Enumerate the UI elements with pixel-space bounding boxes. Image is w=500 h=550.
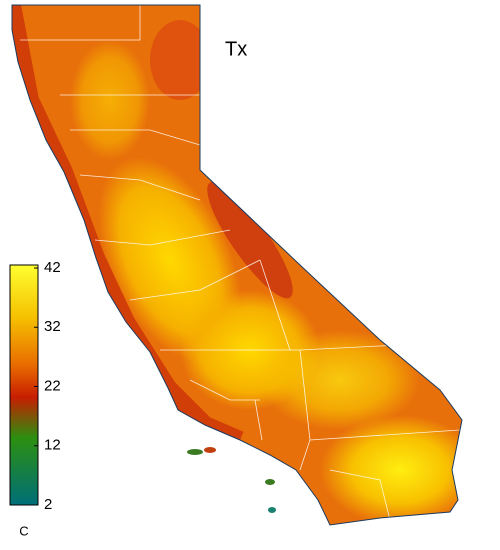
colorbar xyxy=(9,264,39,506)
tick-label: 2 xyxy=(44,496,52,513)
islands xyxy=(187,447,276,513)
tick-label: 12 xyxy=(44,437,61,454)
colorbar-unit: C xyxy=(19,523,28,538)
tick-label: 32 xyxy=(44,318,61,335)
map-title: Tx xyxy=(225,38,247,60)
tick-label: 42 xyxy=(44,259,61,276)
tick-label: 22 xyxy=(44,377,61,394)
colorbar-ticks: 42 32 22 12 2 xyxy=(34,259,61,513)
